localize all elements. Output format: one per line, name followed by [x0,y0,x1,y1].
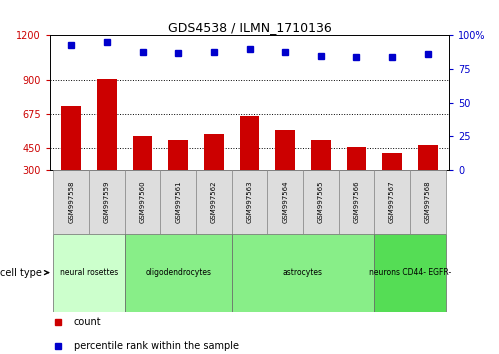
Bar [232,170,267,234]
Text: GSM997559: GSM997559 [104,181,110,223]
Text: neurons CD44- EGFR-: neurons CD44- EGFR- [369,268,451,277]
Bar [347,147,366,170]
Bar [61,105,81,170]
Bar [160,170,196,234]
Text: GSM997561: GSM997561 [175,181,181,223]
Bar [97,79,117,170]
Text: GSM997563: GSM997563 [247,181,252,223]
Bar [374,170,410,234]
Text: count: count [74,317,101,327]
Bar [133,136,152,170]
Text: astrocytes: astrocytes [283,268,323,277]
Bar [232,234,374,312]
Text: GSM997560: GSM997560 [140,181,146,223]
Bar [89,170,125,234]
Title: GDS4538 / ILMN_1710136: GDS4538 / ILMN_1710136 [168,21,331,34]
Text: cell type: cell type [0,268,48,278]
Bar [275,130,295,170]
Bar [125,234,232,312]
Text: percentile rank within the sample: percentile rank within the sample [74,341,239,350]
Bar [410,170,446,234]
Bar [196,170,232,234]
Bar [204,134,224,170]
Text: GSM997567: GSM997567 [389,181,395,223]
Bar [267,170,303,234]
Text: GSM997565: GSM997565 [318,181,324,223]
Bar [418,145,438,170]
Bar [53,170,89,234]
Text: GSM997566: GSM997566 [353,181,359,223]
Bar [169,140,188,170]
Text: neural rosettes: neural rosettes [60,268,118,277]
Bar [240,116,259,170]
Bar [303,170,339,234]
Bar [125,170,160,234]
Bar [374,234,446,312]
Text: GSM997558: GSM997558 [68,181,74,223]
Bar [339,170,374,234]
Bar [311,140,330,170]
Bar [53,234,125,312]
Text: GSM997564: GSM997564 [282,181,288,223]
Text: GSM997568: GSM997568 [425,181,431,223]
Text: oligodendrocytes: oligodendrocytes [145,268,211,277]
Text: GSM997562: GSM997562 [211,181,217,223]
Bar [382,153,402,170]
